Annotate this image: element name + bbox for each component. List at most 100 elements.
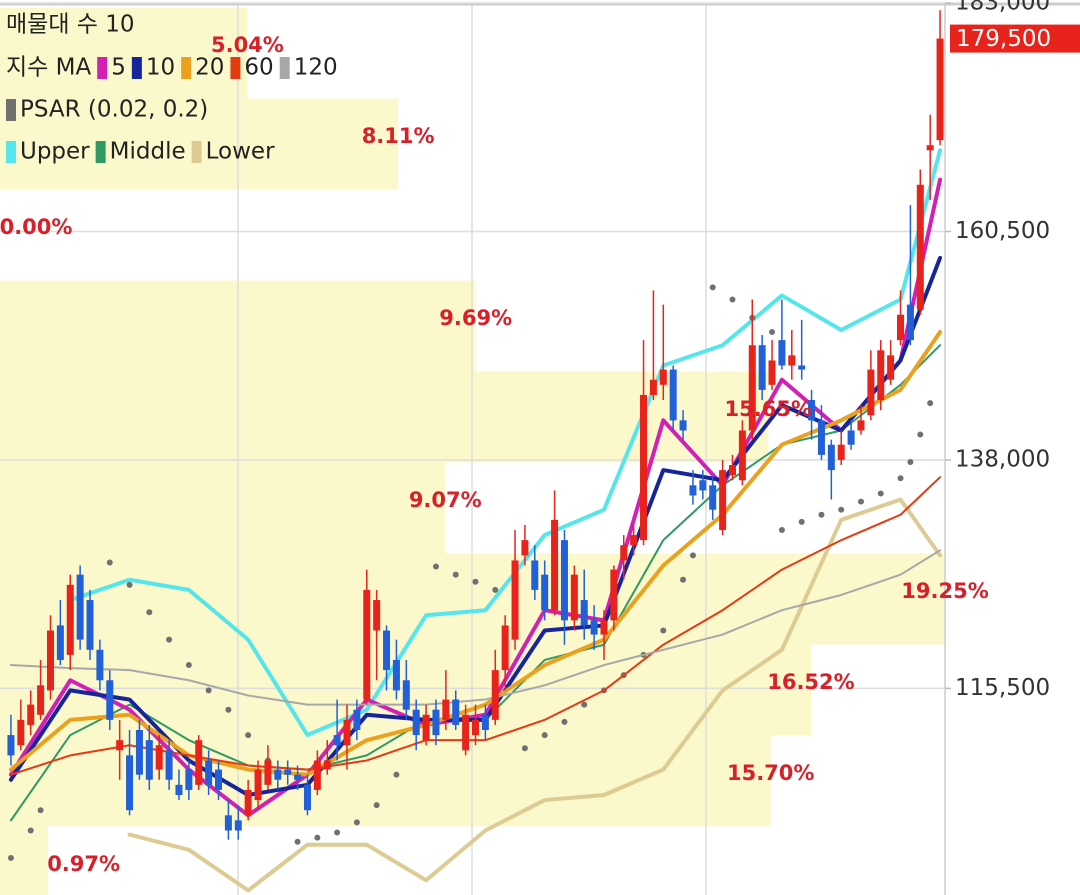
candle-body [719,470,727,530]
psar-dot [709,284,716,291]
psar-dot [689,552,696,559]
psar-dot [225,706,232,713]
profile-label: 16.52% [767,670,854,694]
candle-body [37,685,45,715]
candle-body [669,369,677,421]
psar-dot [146,609,153,616]
candle-body [481,714,489,731]
psar-dot [432,563,439,570]
psar-dot [245,732,252,739]
psar-dot [561,718,568,725]
legend-label: 20 [195,55,224,81]
candle-body [501,625,509,671]
candle-body [709,485,717,510]
candle-body [926,145,934,151]
psar-dot [205,687,212,694]
psar-dot [857,498,864,505]
legend-label: Lower [206,139,275,165]
psar-dot [126,581,133,588]
legend-label: 지수 MA [6,55,91,81]
psar-dot [294,838,301,845]
psar-dot [373,802,380,809]
psar-dot [838,506,845,513]
candle-body [86,600,94,650]
candle-body [392,659,400,691]
legend-swatch [131,57,142,79]
profile-bar [0,826,48,895]
candle-body [452,699,460,725]
legend-label: 5 [111,55,126,81]
candle-body [7,735,15,756]
candle-body [827,444,835,471]
legend-label: 120 [294,55,338,81]
profile-label: 15.65% [725,397,812,421]
candle-body [244,789,252,816]
y-tick-label: 115,500 [955,675,1050,701]
candle-body [323,760,331,770]
legend-label: PSAR (0.02, 0.2) [20,97,208,123]
legend-title: 매물대 수 10 [6,12,135,38]
candle-body [699,480,707,491]
candle-body [254,769,262,801]
y-tick-label: 160,500 [955,218,1050,244]
legend-swatch [95,141,106,163]
profile-label: 0.97% [47,852,120,876]
psar-dot [778,526,785,533]
candle-body [373,600,381,631]
psar-dot [729,296,736,303]
candle-body [135,730,143,775]
candle-body [560,540,568,621]
psar-dot [541,732,548,739]
candle-body [56,625,64,660]
candle-body [659,369,667,385]
candle-body [817,420,825,455]
psar-dot [660,627,667,634]
legend: 매물대 수 10 지수 MA 5 10 20 60 120 PSAR (0.02, 0.2) U… [6,12,338,165]
candle-body [224,815,232,831]
candle-body [294,774,302,780]
candle-body [521,540,529,556]
candle-body [788,355,796,366]
psar-dot [7,854,14,861]
psar-dot [798,518,805,525]
psar-dot [927,400,934,407]
legend-label: 10 [146,55,175,81]
psar-dot [393,771,400,778]
last-price-label: 179,500 [956,26,1051,52]
candle-body [412,709,420,736]
price-axis: 115,500 138,000 160,500 183,000 179,500 [945,0,1080,701]
candle-body [511,560,519,640]
legend-label: 60 [244,55,273,81]
candle-body [768,360,776,385]
candle-body [689,485,697,496]
candle-body [353,709,361,731]
candle-body [472,719,479,736]
legend-swatch [6,99,16,121]
candle-body [570,574,578,621]
candle-body [610,569,618,621]
candle-body [303,784,311,811]
candle-body [215,769,223,790]
candle-body [649,379,657,395]
profile-label: 9.07% [409,488,482,512]
candle-body [906,304,914,341]
candle-body [17,719,25,746]
psar-dot [492,586,499,593]
candle-body [600,620,608,635]
psar-dot [877,490,884,497]
last-price-box [950,24,1080,53]
profile-label: 8.11% [362,124,435,148]
candle-body [343,719,351,746]
candle-body [778,340,786,366]
psar-dot [818,511,825,518]
candle-body [284,769,292,775]
legend-swatch [97,57,108,79]
candle-body [620,545,628,561]
legend-label: Middle [110,139,186,165]
profile-bar [0,462,446,554]
psar-dot [680,576,687,583]
candle-body [27,704,35,725]
candle-body [462,714,470,751]
candle-body [748,345,756,431]
psar-dot [106,559,113,566]
